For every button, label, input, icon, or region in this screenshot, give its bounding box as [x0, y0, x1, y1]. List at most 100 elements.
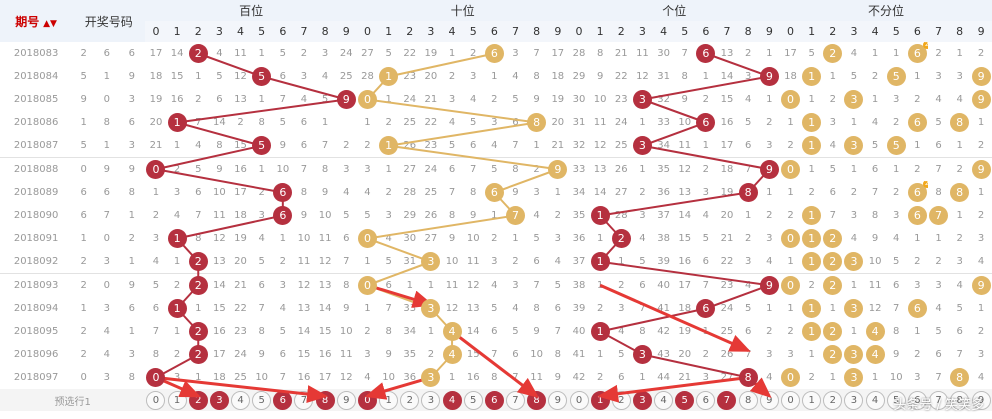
- prediction-cell[interactable]: 3: [420, 389, 442, 411]
- draw-digit: 9: [128, 164, 136, 175]
- draw-digit: 6: [103, 48, 110, 59]
- prediction-cell[interactable]: 7: [716, 389, 738, 411]
- miss-count: 11: [462, 250, 484, 274]
- prediction-ball[interactable]: 4: [231, 390, 251, 410]
- prediction-ball[interactable]: 2: [823, 390, 843, 410]
- prediction-ball[interactable]: 2: [611, 390, 631, 410]
- prediction-ball[interactable]: 3: [632, 390, 652, 410]
- prediction-cell[interactable]: 5: [251, 389, 273, 411]
- prediction-ball[interactable]: 5: [252, 390, 272, 410]
- miss-count: 4: [766, 372, 773, 383]
- prediction-ball[interactable]: 0: [781, 390, 801, 410]
- prediction-ball[interactable]: 1: [590, 390, 610, 410]
- prediction-ball[interactable]: 1: [167, 390, 187, 410]
- prediction-cell[interactable]: 1: [378, 389, 400, 411]
- prediction-cell[interactable]: 8: [737, 389, 759, 411]
- miss-count: 2: [173, 349, 181, 360]
- digit-header-0-6: 6: [272, 21, 294, 42]
- prediction-ball[interactable]: 7: [505, 390, 525, 410]
- prediction-ball[interactable]: 6: [907, 390, 927, 410]
- prediction-ball[interactable]: 7: [929, 390, 948, 410]
- prediction-cell[interactable]: 5: [674, 389, 696, 411]
- prediction-ball[interactable]: 6: [696, 390, 716, 410]
- prediction-cell[interactable]: 3: [843, 389, 865, 411]
- prediction-cell[interactable]: 1: [801, 389, 823, 411]
- hit-ball: 9: [971, 67, 991, 86]
- miss-count: 3: [914, 372, 921, 383]
- prediction-ball[interactable]: 2: [188, 390, 208, 410]
- prediction-cell[interactable]: 1: [166, 389, 188, 411]
- prediction-ball[interactable]: 3: [209, 390, 229, 410]
- hit-cell: 0: [780, 227, 801, 250]
- prediction-ball[interactable]: 9: [336, 390, 356, 410]
- prediction-cell[interactable]: 6: [272, 389, 294, 411]
- prediction-cell[interactable]: 4: [653, 389, 675, 411]
- prediction-cell[interactable]: 7: [927, 389, 950, 411]
- prediction-ball[interactable]: 9: [971, 390, 991, 410]
- prediction-ball[interactable]: 3: [844, 390, 864, 410]
- prediction-cell[interactable]: 1: [589, 389, 611, 411]
- prediction-cell[interactable]: 0: [356, 389, 379, 411]
- prediction-cell[interactable]: 7: [293, 389, 315, 411]
- prediction-cell[interactable]: 2: [610, 389, 632, 411]
- prediction-ball[interactable]: 4: [865, 390, 885, 410]
- miss-count: 5: [808, 48, 815, 59]
- prediction-ball[interactable]: 0: [146, 390, 166, 410]
- miss-count: 2: [504, 250, 527, 274]
- prediction-ball[interactable]: 5: [463, 390, 483, 410]
- prediction-cell[interactable]: 2: [399, 389, 421, 411]
- prediction-cell[interactable]: 7: [504, 389, 527, 411]
- prediction-ball[interactable]: 8: [950, 390, 970, 410]
- prediction-ball[interactable]: 5: [675, 390, 695, 410]
- prediction-ball[interactable]: 4: [442, 390, 462, 410]
- prediction-cell[interactable]: 5: [462, 389, 484, 411]
- prediction-cell[interactable]: 0: [568, 389, 590, 411]
- prediction-ball[interactable]: 4: [654, 390, 674, 410]
- prediction-ball[interactable]: 7: [294, 390, 314, 410]
- prediction-cell[interactable]: 2: [187, 389, 209, 411]
- prediction-ball[interactable]: 3: [421, 390, 441, 410]
- prediction-cell[interactable]: 4: [441, 389, 463, 411]
- prediction-cell[interactable]: 9: [335, 389, 357, 411]
- prediction-cell[interactable]: 9: [970, 389, 992, 411]
- prediction-cell[interactable]: 3: [631, 389, 653, 411]
- prediction-cell[interactable]: 0: [145, 389, 167, 411]
- prediction-cell[interactable]: 9: [547, 389, 569, 411]
- prediction-cell[interactable]: 4: [229, 389, 252, 411]
- miss-count: 2: [448, 71, 456, 82]
- prediction-ball[interactable]: 0: [357, 390, 377, 410]
- prediction-cell[interactable]: 0: [779, 389, 802, 411]
- prediction-ball[interactable]: 0: [569, 390, 589, 410]
- prediction-ball[interactable]: 5: [886, 390, 906, 410]
- prediction-cell[interactable]: 5: [885, 389, 907, 411]
- prediction-ball[interactable]: 9: [548, 390, 568, 410]
- prediction-ball[interactable]: 8: [738, 390, 758, 410]
- miss-count: 8: [300, 187, 308, 198]
- prediction-ball[interactable]: 1: [802, 390, 822, 410]
- prediction-cell[interactable]: 8: [314, 389, 336, 411]
- miss-count: 1: [829, 372, 836, 383]
- prediction-cell[interactable]: 6: [695, 389, 717, 411]
- prediction-ball[interactable]: 1: [379, 390, 399, 410]
- prediction-ball[interactable]: 8: [315, 390, 335, 410]
- prediction-cell[interactable]: 2: [822, 389, 844, 411]
- prediction-ball[interactable]: 6: [484, 390, 504, 410]
- prediction-ball[interactable]: 6: [273, 390, 293, 410]
- period-header[interactable]: 期号 ▲▼: [0, 0, 73, 42]
- prediction-cell[interactable]: 4: [864, 389, 886, 411]
- sort-arrows-icon[interactable]: ▲▼: [43, 18, 57, 29]
- prediction-cell[interactable]: 6: [483, 389, 505, 411]
- prediction-cell[interactable]: 8: [949, 389, 971, 411]
- miss-count: 1: [808, 349, 815, 360]
- prediction-cell[interactable]: 9: [758, 389, 780, 411]
- prediction-cell[interactable]: 8: [526, 389, 548, 411]
- hit-ball: 0: [357, 276, 377, 295]
- prediction-cell[interactable]: 6: [906, 389, 928, 411]
- prediction-ball[interactable]: 8: [527, 390, 547, 410]
- prediction-cell[interactable]: 3: [208, 389, 230, 411]
- prediction-ball[interactable]: 2: [400, 390, 420, 410]
- hit-ball: 1: [802, 229, 822, 248]
- prediction-ball[interactable]: 7: [717, 390, 737, 410]
- prediction-ball[interactable]: 9: [759, 390, 779, 410]
- miss-count: 10: [466, 233, 480, 244]
